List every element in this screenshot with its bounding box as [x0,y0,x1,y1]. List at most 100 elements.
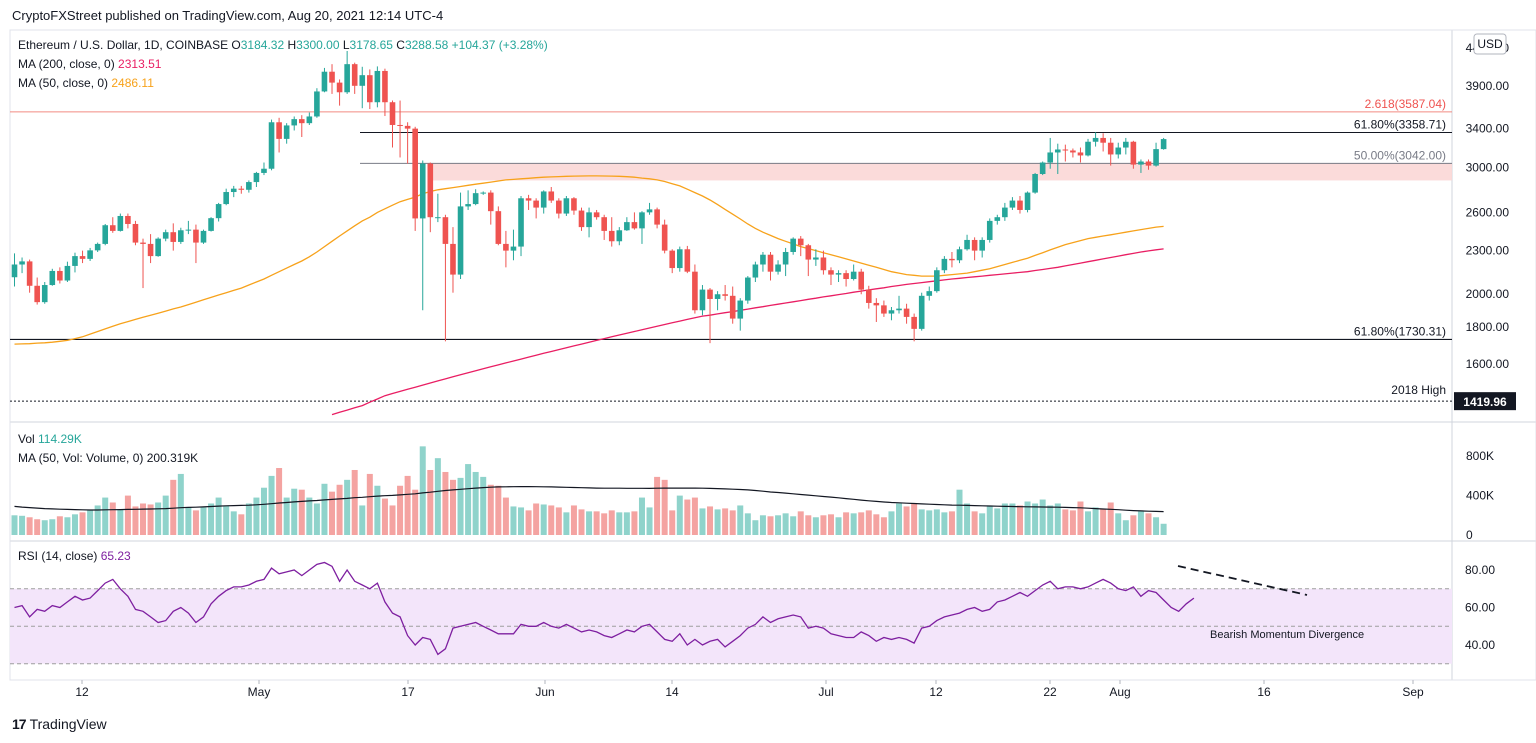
price-tick-label: 2300.00 [1466,244,1510,258]
volume-bar [767,516,774,535]
tradingview-footer[interactable]: 17 TradingView [12,716,107,732]
candle-body [359,75,366,86]
volume-bar [19,515,26,535]
resistance-zone [433,163,1452,181]
legend-ma200-part: MA (200, close, 0) [18,57,118,71]
candle-body [790,238,796,252]
candle-body [79,256,86,259]
candle-body [472,193,479,205]
volume-bar [722,508,729,535]
candle-body [850,271,857,280]
volume-bar [487,484,494,535]
candle-body [971,239,978,251]
candle-body [465,204,471,207]
volume-bar [1100,509,1107,535]
time-tick-label: 14 [665,685,679,699]
candles [11,50,1167,344]
candle-body [374,70,381,103]
candle-body [1138,161,1144,165]
volume-bar [631,511,638,535]
volume-bar [170,479,177,535]
candle-body [480,192,487,194]
candle-body [193,229,199,243]
candle-body [865,289,872,303]
volume-bar [858,512,865,535]
volume-bar [79,512,86,535]
volume-bar [419,446,426,535]
volume-bar [994,508,1001,535]
candle-body [525,198,532,201]
candle-body [1130,141,1137,165]
candle-body [533,200,539,208]
candle-body [208,218,214,231]
candle-body [616,230,623,242]
publish-header: CryptoFXStreet published on TradingView.… [12,8,443,23]
volume-bar [102,497,109,535]
time-tick-label: 17 [401,685,415,699]
candle-body [1009,200,1016,208]
fib-618-top-label: 61.80%(3358.71) [1354,117,1446,131]
volume-bar [1137,511,1144,535]
candle-body [1145,161,1152,166]
volume-bar [964,503,971,535]
volume-bar [140,503,147,535]
candle-body [487,192,494,212]
volume-bar [306,497,313,535]
volume-bar [283,497,290,535]
volume-bar [518,507,525,535]
legend-symbol: Ethereum / U.S. Dollar, 1D, COINBASE O31… [18,38,548,52]
legend-volume-part: Vol [18,432,38,446]
candle-body [669,250,676,269]
candle-body [1100,137,1106,143]
volume-bar [979,513,986,535]
volume-bar [276,468,283,535]
volume-bar [336,484,343,535]
fib-2618-label: 2.618(3587.04) [1365,97,1446,111]
candle-body [556,200,562,214]
candle-body [684,249,691,272]
candle-body [155,238,161,257]
legend-ma200: MA (200, close, 0) 2313.51 [18,57,162,71]
time-tick-label: 16 [1257,685,1271,699]
high-2018-label: 2018 High [1391,383,1446,397]
candle-body [835,273,842,275]
volume-bar [616,512,623,535]
volume-bar [64,517,71,535]
legend-symbol-part: 3178.65 [350,38,397,52]
volume-bar [351,469,358,535]
candle-body [813,257,819,260]
volume-bar [124,495,131,535]
volume-tick-label: 0 [1466,528,1473,542]
currency-label: USD [1477,37,1503,51]
high-2018-value-box [1454,392,1516,411]
volume-bar [850,513,857,535]
volume-bar [223,505,230,535]
volume-bar [911,503,918,535]
candle-body [412,128,418,219]
volume-bar [1047,505,1054,535]
candle-body [578,210,585,228]
candle-body [132,223,139,243]
legend-rsi-part: RSI (14, close) [18,549,101,563]
candle-body [692,271,698,311]
volume-bar [11,515,18,535]
candle-body [94,243,101,251]
volume-bar [1107,502,1114,535]
candle-body [540,191,547,208]
candle-body [329,71,335,83]
candle-body [404,125,411,129]
volume-bar [805,515,812,535]
volume-bar [1122,520,1129,535]
rsi-tick-label: 60.00 [1465,601,1495,615]
candle-body [109,225,116,231]
candle-body [752,264,759,278]
rsi-tick-label: 40.00 [1465,638,1495,652]
volume-bar [1016,505,1023,535]
volume-bar [397,485,404,535]
volume-bar [117,509,124,535]
candle-body [306,116,313,124]
candle-body [722,294,728,296]
volume-bar [903,506,910,535]
volume-bar [366,473,373,535]
